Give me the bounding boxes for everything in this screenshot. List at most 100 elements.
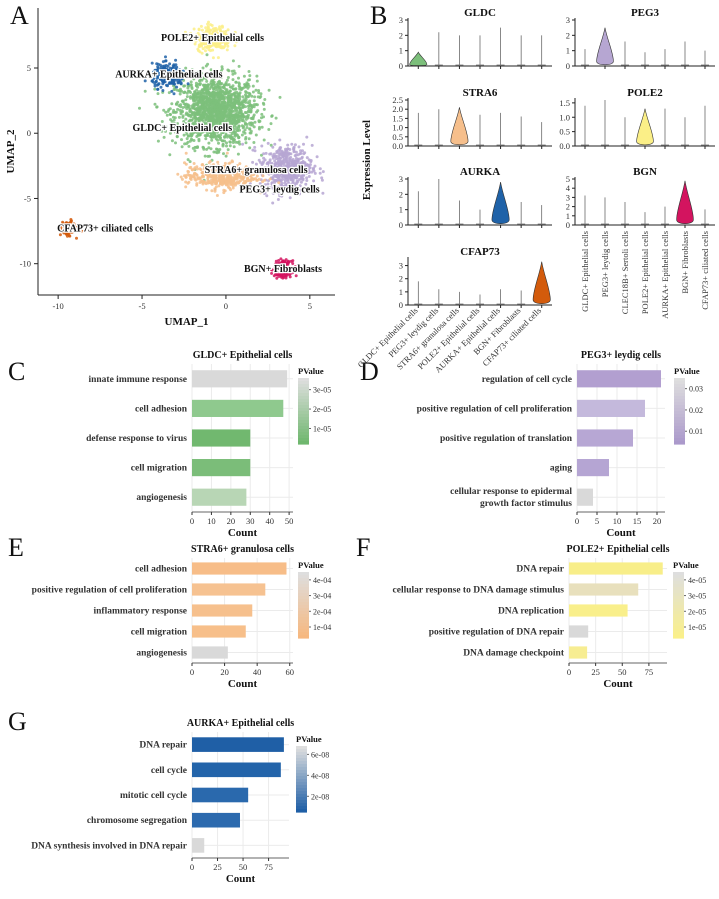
umap-point <box>256 109 260 113</box>
umap-point <box>192 77 196 81</box>
umap-point <box>201 145 205 149</box>
umap-point <box>229 96 233 100</box>
umap-point <box>232 114 236 118</box>
umap-point <box>193 90 197 94</box>
umap-point <box>213 43 217 47</box>
umap-point <box>211 130 215 134</box>
umap-point <box>222 191 226 195</box>
cluster-peg3-leydig-cells <box>241 135 325 205</box>
umap-point <box>288 185 292 189</box>
x-axis-title: UMAP_1 <box>165 316 209 328</box>
umap-point <box>215 194 219 197</box>
umap-point <box>180 177 184 181</box>
umap-point <box>321 191 325 195</box>
violin-category-label: CFAP73+ ciliated cells <box>700 231 710 310</box>
umap-point <box>220 173 224 177</box>
umap-point <box>254 88 258 92</box>
umap-point <box>240 133 244 137</box>
umap-point <box>249 179 253 183</box>
umap-point <box>169 118 173 122</box>
umap-point <box>272 187 276 191</box>
umap-point <box>254 162 258 166</box>
umap-point <box>237 124 241 128</box>
umap-point <box>190 113 194 117</box>
violin-title: PEG3 <box>631 7 660 19</box>
x-axis-title: Count <box>228 678 258 690</box>
umap-point <box>214 129 218 133</box>
umap-point <box>244 179 248 183</box>
umap-point <box>289 188 293 192</box>
bar-positive-regulation-of-cell-proliferation <box>577 399 645 417</box>
umap-point <box>183 124 187 128</box>
umap-point <box>277 151 281 155</box>
category-label: DNA damage checkpoint <box>463 649 565 659</box>
bar-dna-synthesis-involved-in-dna-repair <box>192 838 205 853</box>
category-label: cell migration <box>131 464 188 474</box>
umap-point <box>280 184 284 188</box>
umap-point <box>273 159 277 163</box>
umap-point <box>164 110 168 114</box>
umap-point <box>259 92 263 96</box>
violin-title: BGN <box>633 166 657 178</box>
bar-inflammatory-response <box>192 604 253 617</box>
umap-point <box>192 93 195 97</box>
umap-point <box>199 113 203 117</box>
umap-point <box>242 100 246 104</box>
umap-point <box>218 93 222 97</box>
umap-point <box>194 130 198 134</box>
umap-point <box>222 105 226 109</box>
umap-point <box>230 101 234 104</box>
umap-point <box>232 97 236 101</box>
umap-point <box>204 100 208 104</box>
umap-point <box>269 122 273 126</box>
umap-point <box>201 181 205 185</box>
umap-point <box>183 122 187 126</box>
umap-point <box>275 151 279 155</box>
umap-point <box>232 92 236 96</box>
umap-point <box>235 110 239 114</box>
legend-label: 1e-05 <box>688 623 706 632</box>
category-label: inflammatory response <box>94 607 188 617</box>
umap-point <box>232 87 236 91</box>
umap-point <box>230 117 233 121</box>
umap-point <box>266 166 270 170</box>
umap-point <box>283 179 287 183</box>
umap-point <box>162 135 166 139</box>
umap-point <box>305 135 309 139</box>
umap-point <box>221 139 225 143</box>
umap-point <box>274 116 278 120</box>
umap-point <box>170 139 174 143</box>
umap-point <box>162 108 166 112</box>
umap-point <box>217 149 220 153</box>
plot-area <box>38 8 335 295</box>
violin-y-tick-label: 2 <box>399 30 403 40</box>
violin-title: AURKA <box>460 166 500 178</box>
bar-cellular-response-to-dna-damage-stimulus <box>569 583 639 596</box>
umap-point <box>234 80 238 84</box>
umap-point <box>229 188 233 192</box>
umap-point <box>159 85 163 89</box>
umap-point <box>262 115 265 119</box>
umap-point <box>233 128 236 131</box>
umap-point <box>195 117 199 121</box>
y-tick-label: -5 <box>24 193 31 203</box>
umap-point <box>301 149 304 153</box>
x-tick-label: 60 <box>285 667 294 677</box>
umap-point <box>164 129 167 133</box>
umap-point <box>165 83 168 87</box>
umap-point <box>172 92 176 96</box>
violin-shape-peg3-leydig-cells <box>596 27 614 66</box>
violin-category-label: BGN+ Fibroblasts <box>680 231 690 294</box>
umap-point <box>247 110 251 114</box>
umap-point <box>218 103 222 106</box>
umap-point <box>292 145 296 149</box>
umap-point <box>219 111 223 114</box>
umap-point <box>217 117 221 121</box>
violin-panel-aurka: AURKA 0 1 2 3 <box>399 166 552 230</box>
bar-chart-title: STRA6+ granulosa cells <box>191 544 294 555</box>
umap-point <box>213 106 217 109</box>
bar-cell-migration <box>192 459 251 477</box>
umap-point <box>237 101 241 105</box>
violin-y-tick-label: 3 <box>566 15 570 25</box>
